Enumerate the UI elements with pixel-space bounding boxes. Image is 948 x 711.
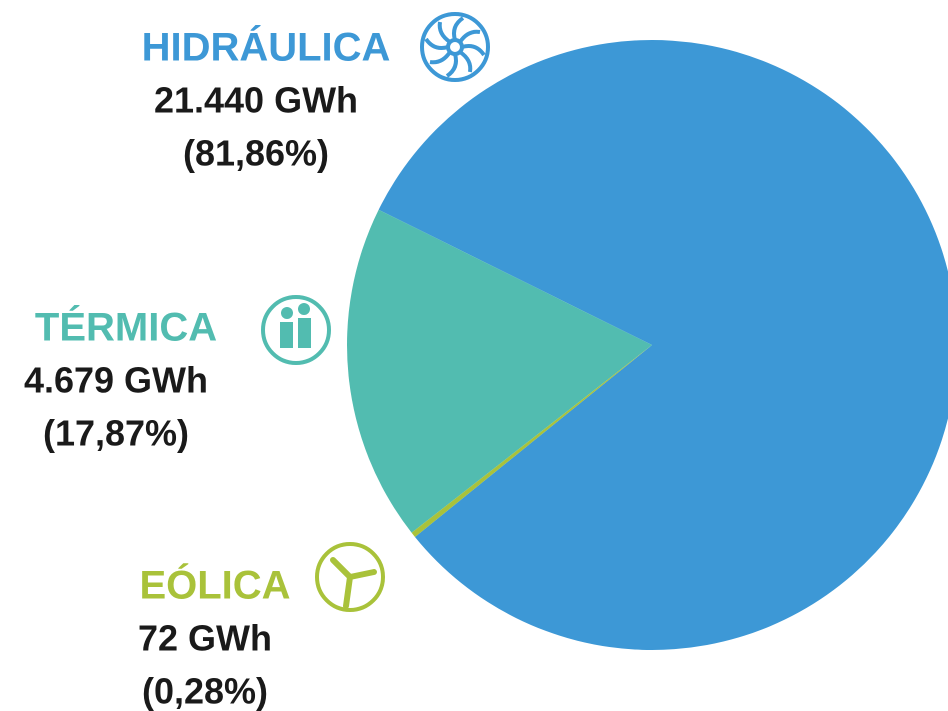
energy-label: 4.679 GWh [24,360,208,401]
energy-label: 21.440 GWh [154,80,358,121]
percent-label: (17,87%) [43,413,189,454]
slice-name: EÓLICA [139,562,290,608]
percent-label: (81,86%) [183,133,329,174]
labels: HIDRÁULICA 21.440 GWh (81,86%) TÉRMICA 4.679… [24,25,390,711]
pie-slice [378,40,948,650]
energy-label: 72 GWh [138,618,272,659]
pie-slice [347,209,652,533]
pie [347,40,948,650]
slice-name: TÉRMICA [35,305,217,350]
hydro-icon [420,12,490,82]
thermal-icon [261,295,331,365]
percent-label: (0,28%) [142,671,268,711]
slice-name: HIDRÁULICA [142,25,391,70]
wind-icon [315,542,385,612]
pie-slice [411,345,652,537]
